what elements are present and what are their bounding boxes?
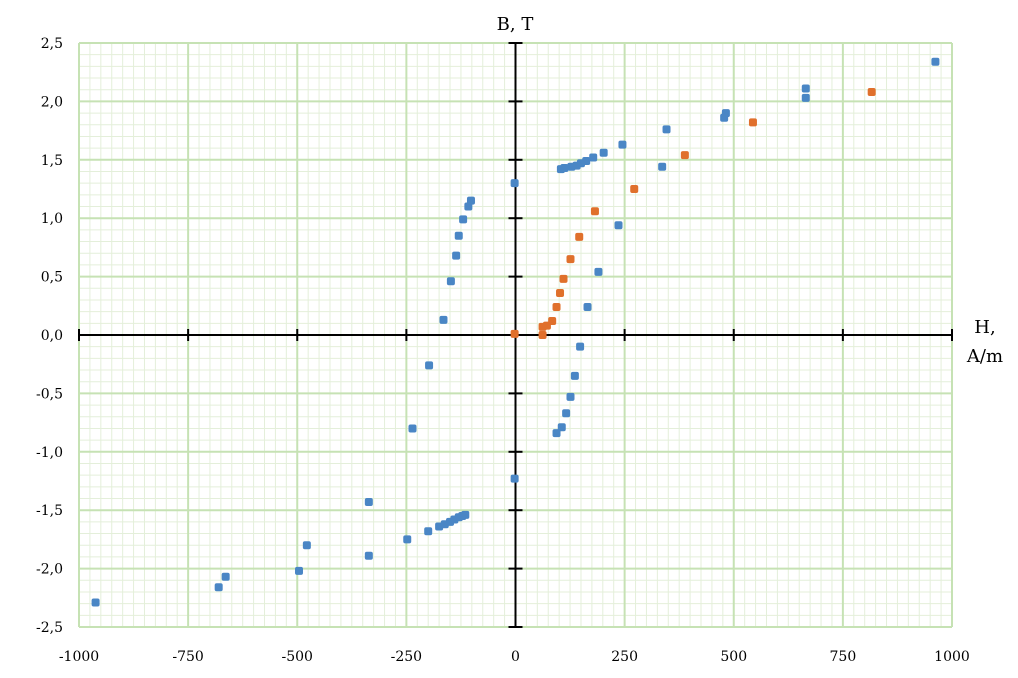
data-point-series-1 <box>408 424 417 433</box>
data-point-series-1 <box>439 315 448 324</box>
data-point-series-2 <box>510 329 519 338</box>
y-tick-label: -2,0 <box>36 562 63 578</box>
data-point-series-1 <box>510 179 519 188</box>
x-tick-label: 0 <box>511 649 520 665</box>
data-point-series-1 <box>583 302 592 311</box>
data-point-series-1 <box>801 93 810 102</box>
data-point-series-1 <box>658 162 667 171</box>
data-point-series-1 <box>454 231 463 240</box>
data-point-series-2 <box>575 232 584 241</box>
data-point-series-1 <box>302 541 311 550</box>
data-point-series-1 <box>557 423 566 432</box>
data-point-series-1 <box>294 566 303 575</box>
data-point-series-1 <box>364 551 373 560</box>
data-point-series-2 <box>538 331 547 339</box>
data-point-series-1 <box>461 510 470 519</box>
x-tick-label: -500 <box>282 649 313 665</box>
y-tick-label: 2,0 <box>41 94 63 110</box>
y-tick-labels: 2,5 2,0 1,5 1,0 0,5 0,0 -0,5 -1,0 -1,5 -2,0 -2,5 <box>36 36 63 636</box>
data-point-series-1 <box>576 342 585 351</box>
x-tick-labels: -1000 -750 -500 -250 0 250 500 750 1000 <box>59 649 970 665</box>
data-point-series-1 <box>459 215 468 224</box>
data-point-series-1 <box>552 429 561 438</box>
data-point-series-1 <box>570 371 579 380</box>
data-point-series-1 <box>364 498 373 507</box>
x-axis-title-line1: H, <box>974 317 995 338</box>
data-points <box>91 57 940 607</box>
y-tick-label: 1,0 <box>41 211 63 227</box>
data-point-series-2 <box>748 118 757 127</box>
x-tick-label: -1000 <box>59 649 99 665</box>
data-point-series-2 <box>867 88 876 97</box>
data-point-series-2 <box>630 185 639 193</box>
data-point-series-1 <box>599 148 608 157</box>
data-point-series-1 <box>567 162 576 171</box>
data-point-series-1 <box>801 84 810 93</box>
y-axis-title: B, T <box>497 14 534 35</box>
x-tick-label: -250 <box>391 649 422 665</box>
data-point-series-2 <box>556 288 565 297</box>
data-point-series-2 <box>566 255 575 264</box>
x-tick-label: 750 <box>830 649 857 665</box>
y-tick-label: 0,5 <box>41 270 63 286</box>
data-point-series-2 <box>590 207 599 216</box>
data-point-series-1 <box>214 583 223 592</box>
data-point-series-1 <box>614 221 623 230</box>
data-point-series-1 <box>720 113 729 122</box>
data-point-series-1 <box>589 153 598 162</box>
x-axis-title-line2: A/m <box>966 346 1003 367</box>
y-tick-label: 1,5 <box>41 153 63 169</box>
data-point-series-2 <box>680 151 689 160</box>
data-point-series-2 <box>559 274 568 283</box>
data-point-series-1 <box>566 392 575 401</box>
data-point-series-1 <box>424 527 433 536</box>
data-point-series-1 <box>510 474 519 483</box>
data-point-series-1 <box>91 598 100 607</box>
data-point-series-1 <box>452 251 461 260</box>
data-point-series-1 <box>662 125 671 134</box>
x-tick-label: 1000 <box>934 649 970 665</box>
y-tick-label: -2,5 <box>36 620 63 636</box>
y-tick-label: -1,0 <box>36 445 63 461</box>
y-tick-label: -1,5 <box>36 503 63 519</box>
data-point-series-1 <box>446 277 455 286</box>
data-point-series-1 <box>403 535 412 544</box>
x-tick-label: 250 <box>611 649 638 665</box>
data-point-series-1 <box>466 196 475 205</box>
data-point-series-1 <box>931 57 940 66</box>
y-tick-label: -0,5 <box>36 386 63 402</box>
data-point-series-1 <box>618 140 627 149</box>
data-point-series-2 <box>552 302 561 311</box>
data-point-series-1 <box>221 572 230 581</box>
data-point-series-1 <box>594 267 603 276</box>
data-point-series-1 <box>562 409 571 418</box>
x-tick-label: 500 <box>720 649 747 665</box>
x-tick-label: -750 <box>172 649 203 665</box>
data-point-series-1 <box>556 165 565 174</box>
data-point-series-2 <box>548 316 557 325</box>
data-point-series-1 <box>425 361 434 370</box>
y-tick-label: 2,5 <box>41 36 63 52</box>
y-tick-label: 0,0 <box>41 328 63 344</box>
